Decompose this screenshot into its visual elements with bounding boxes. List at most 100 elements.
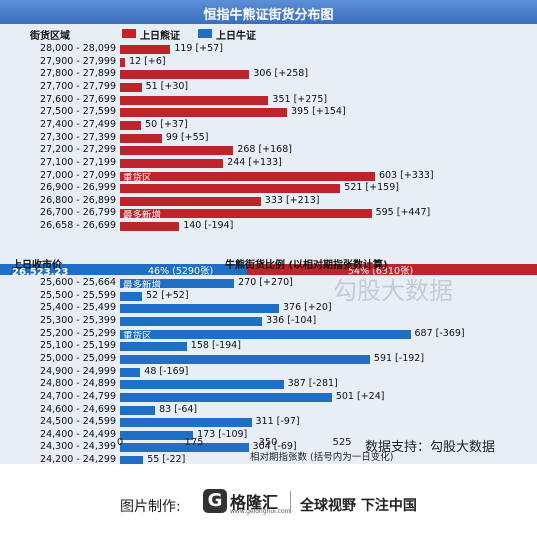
bear-bar — [120, 82, 142, 92]
y-header: 街货区域 — [30, 31, 70, 42]
bear-data-label: 395 [+154] — [291, 106, 346, 118]
bear-range-label: 26,658 - 26,699 — [40, 220, 116, 232]
data-support: 数据支持：勾股大数据 — [365, 440, 496, 455]
bull-range-label: 24,700 - 24,799 — [40, 390, 116, 402]
legend-label-bull: 上日牛证 — [216, 31, 256, 42]
bull-data-label: 387 [-281] — [287, 378, 338, 390]
bear-share-label: 54% (6310张) — [348, 266, 414, 277]
bull-data-label: 270 [+270] — [238, 277, 293, 288]
bear-bar — [120, 209, 372, 219]
bear-data-label: 51 [+30] — [145, 80, 189, 92]
bull-data-label: 304 [-69] — [252, 441, 297, 453]
bear-bar — [120, 222, 180, 232]
bull-bar — [120, 304, 279, 314]
bear-zone-tag: 重货区 — [123, 172, 152, 184]
bull-data-label: 52 [+52] — [145, 289, 189, 301]
bear-range-label: 27,900 - 27,999 — [40, 55, 116, 67]
bull-data-label: 501 [+24] — [335, 390, 385, 402]
bull-range-label: 25,500 - 25,599 — [40, 289, 116, 301]
bear-data-label: 595 [+447] — [375, 207, 431, 219]
chart-title: 恒指牛熊证街货分布图 — [203, 8, 334, 23]
bull-bar — [120, 329, 411, 339]
x-axis-label: 相对期指张数 (括号内为一日变化) — [250, 452, 394, 463]
price-row: 46% (5290张) 54% (6310张) — [0, 264, 537, 277]
bear-bar — [120, 57, 126, 67]
bear-range-label: 27,000 - 27,099 — [40, 169, 116, 181]
bear-bar — [120, 171, 375, 181]
logo-name: 格隆汇 — [230, 493, 279, 512]
bull-range-label: 24,300 - 24,399 — [40, 441, 116, 453]
bear-range-label: 27,300 - 27,399 — [40, 131, 116, 143]
legend-swatch-bear — [122, 29, 136, 38]
bull-zone-tag: 最多新增 — [123, 280, 162, 291]
bull-range-label: 25,300 - 25,399 — [40, 314, 116, 326]
bull-data-label: 311 [-97] — [255, 416, 300, 428]
bear-data-label: 119 [+57] — [174, 43, 223, 54]
bull-bar — [120, 392, 332, 402]
bull-range-label: 25,100 - 25,199 — [40, 340, 116, 352]
bear-zone-tag: 最多新增 — [123, 210, 162, 222]
bull-bar — [120, 443, 249, 453]
bull-range-label: 25,200 - 25,299 — [40, 327, 116, 339]
bull-bar — [120, 367, 141, 377]
bull-share-label: 46% (5290张) — [148, 266, 214, 277]
ratio-title: 牛熊街货比例 (以相对期指张数计算) — [225, 260, 388, 271]
bear-range-label: 27,500 - 27,599 — [40, 106, 116, 118]
gelonghui-logo-icon: G — [203, 489, 227, 513]
bull-bar — [120, 291, 142, 301]
bear-data-label: 244 [+133] — [227, 156, 282, 168]
bear-data-label: 50 [+37] — [145, 118, 188, 130]
price-value: 26,523.23 — [12, 267, 69, 278]
bear-data-label: 140 [-194] — [183, 220, 234, 232]
price-label: 上日收市价 — [12, 260, 62, 271]
legend-swatch-bull — [198, 29, 212, 38]
x-tick: 350 — [258, 437, 278, 448]
bear-data-label: 12 [+6] — [129, 55, 166, 67]
bull-bar — [120, 430, 194, 440]
bear-bar — [120, 108, 288, 118]
bear-range-label: 27,100 - 27,199 — [40, 156, 116, 168]
bull-range-label: 25,600 - 25,664 — [40, 277, 116, 288]
footer: 图片制作: G 格隆汇 www.gelonghui.com 全球视野 下注中国 — [0, 464, 537, 539]
legend-label-bear: 上日熊证 — [140, 31, 180, 42]
bear-bar — [120, 196, 261, 206]
plot-area: 街货区域 上日熊证 上日牛证 28,000 - 28,099 119 [+57] 2… — [0, 24, 537, 466]
bull-range-label: 24,600 - 24,699 — [40, 403, 116, 415]
bear-range-label: 28,000 - 28,099 — [40, 43, 116, 54]
bull-range-label: 24,400 - 24,499 — [40, 428, 116, 440]
bear-bar — [120, 120, 142, 130]
made-by-label: 图片制作: — [120, 499, 181, 515]
bull-data-label: 83 [-64] — [159, 403, 198, 415]
bull-range-label: 25,400 - 25,499 — [40, 302, 116, 314]
bull-bar — [120, 342, 187, 352]
bull-data-label: 48 [-169] — [144, 365, 189, 377]
bear-range-label: 27,700 - 27,799 — [40, 80, 116, 92]
divider — [290, 491, 291, 513]
logo-url: www.gelonghui.com — [230, 508, 291, 515]
bull-bar — [120, 316, 263, 326]
bull-bar — [120, 380, 284, 390]
bull-zone-tag: 重货区 — [123, 330, 152, 342]
bull-data-label: 55 [-22] — [147, 454, 186, 466]
bull-bar — [120, 405, 156, 415]
bear-range-label: 27,400 - 27,499 — [40, 118, 116, 130]
bear-data-label: 268 [+168] — [237, 144, 292, 156]
bear-share-bar — [247, 264, 537, 275]
bear-data-label: 521 [+159] — [344, 182, 399, 194]
bear-bar — [120, 95, 269, 105]
bear-bar — [120, 70, 250, 80]
bear-bar — [120, 184, 341, 194]
bull-bar — [120, 418, 252, 428]
bull-range-label: 25,000 - 25,099 — [40, 352, 116, 364]
bear-data-label: 351 [+275] — [272, 93, 328, 105]
title-bar: 恒指牛熊证街货分布图 — [0, 0, 537, 24]
bull-range-label: 24,200 - 24,299 — [40, 454, 116, 466]
bull-range-label: 24,900 - 24,999 — [40, 365, 116, 377]
bear-bar — [120, 158, 224, 168]
bear-bar — [120, 146, 234, 156]
bear-range-label: 26,900 - 26,999 — [40, 182, 116, 194]
bear-range-label: 26,800 - 26,899 — [40, 194, 116, 206]
bull-data-label: 376 [+20] — [282, 302, 332, 314]
bull-data-label: 591 [-192] — [373, 352, 425, 364]
bull-share-bar — [0, 264, 247, 275]
